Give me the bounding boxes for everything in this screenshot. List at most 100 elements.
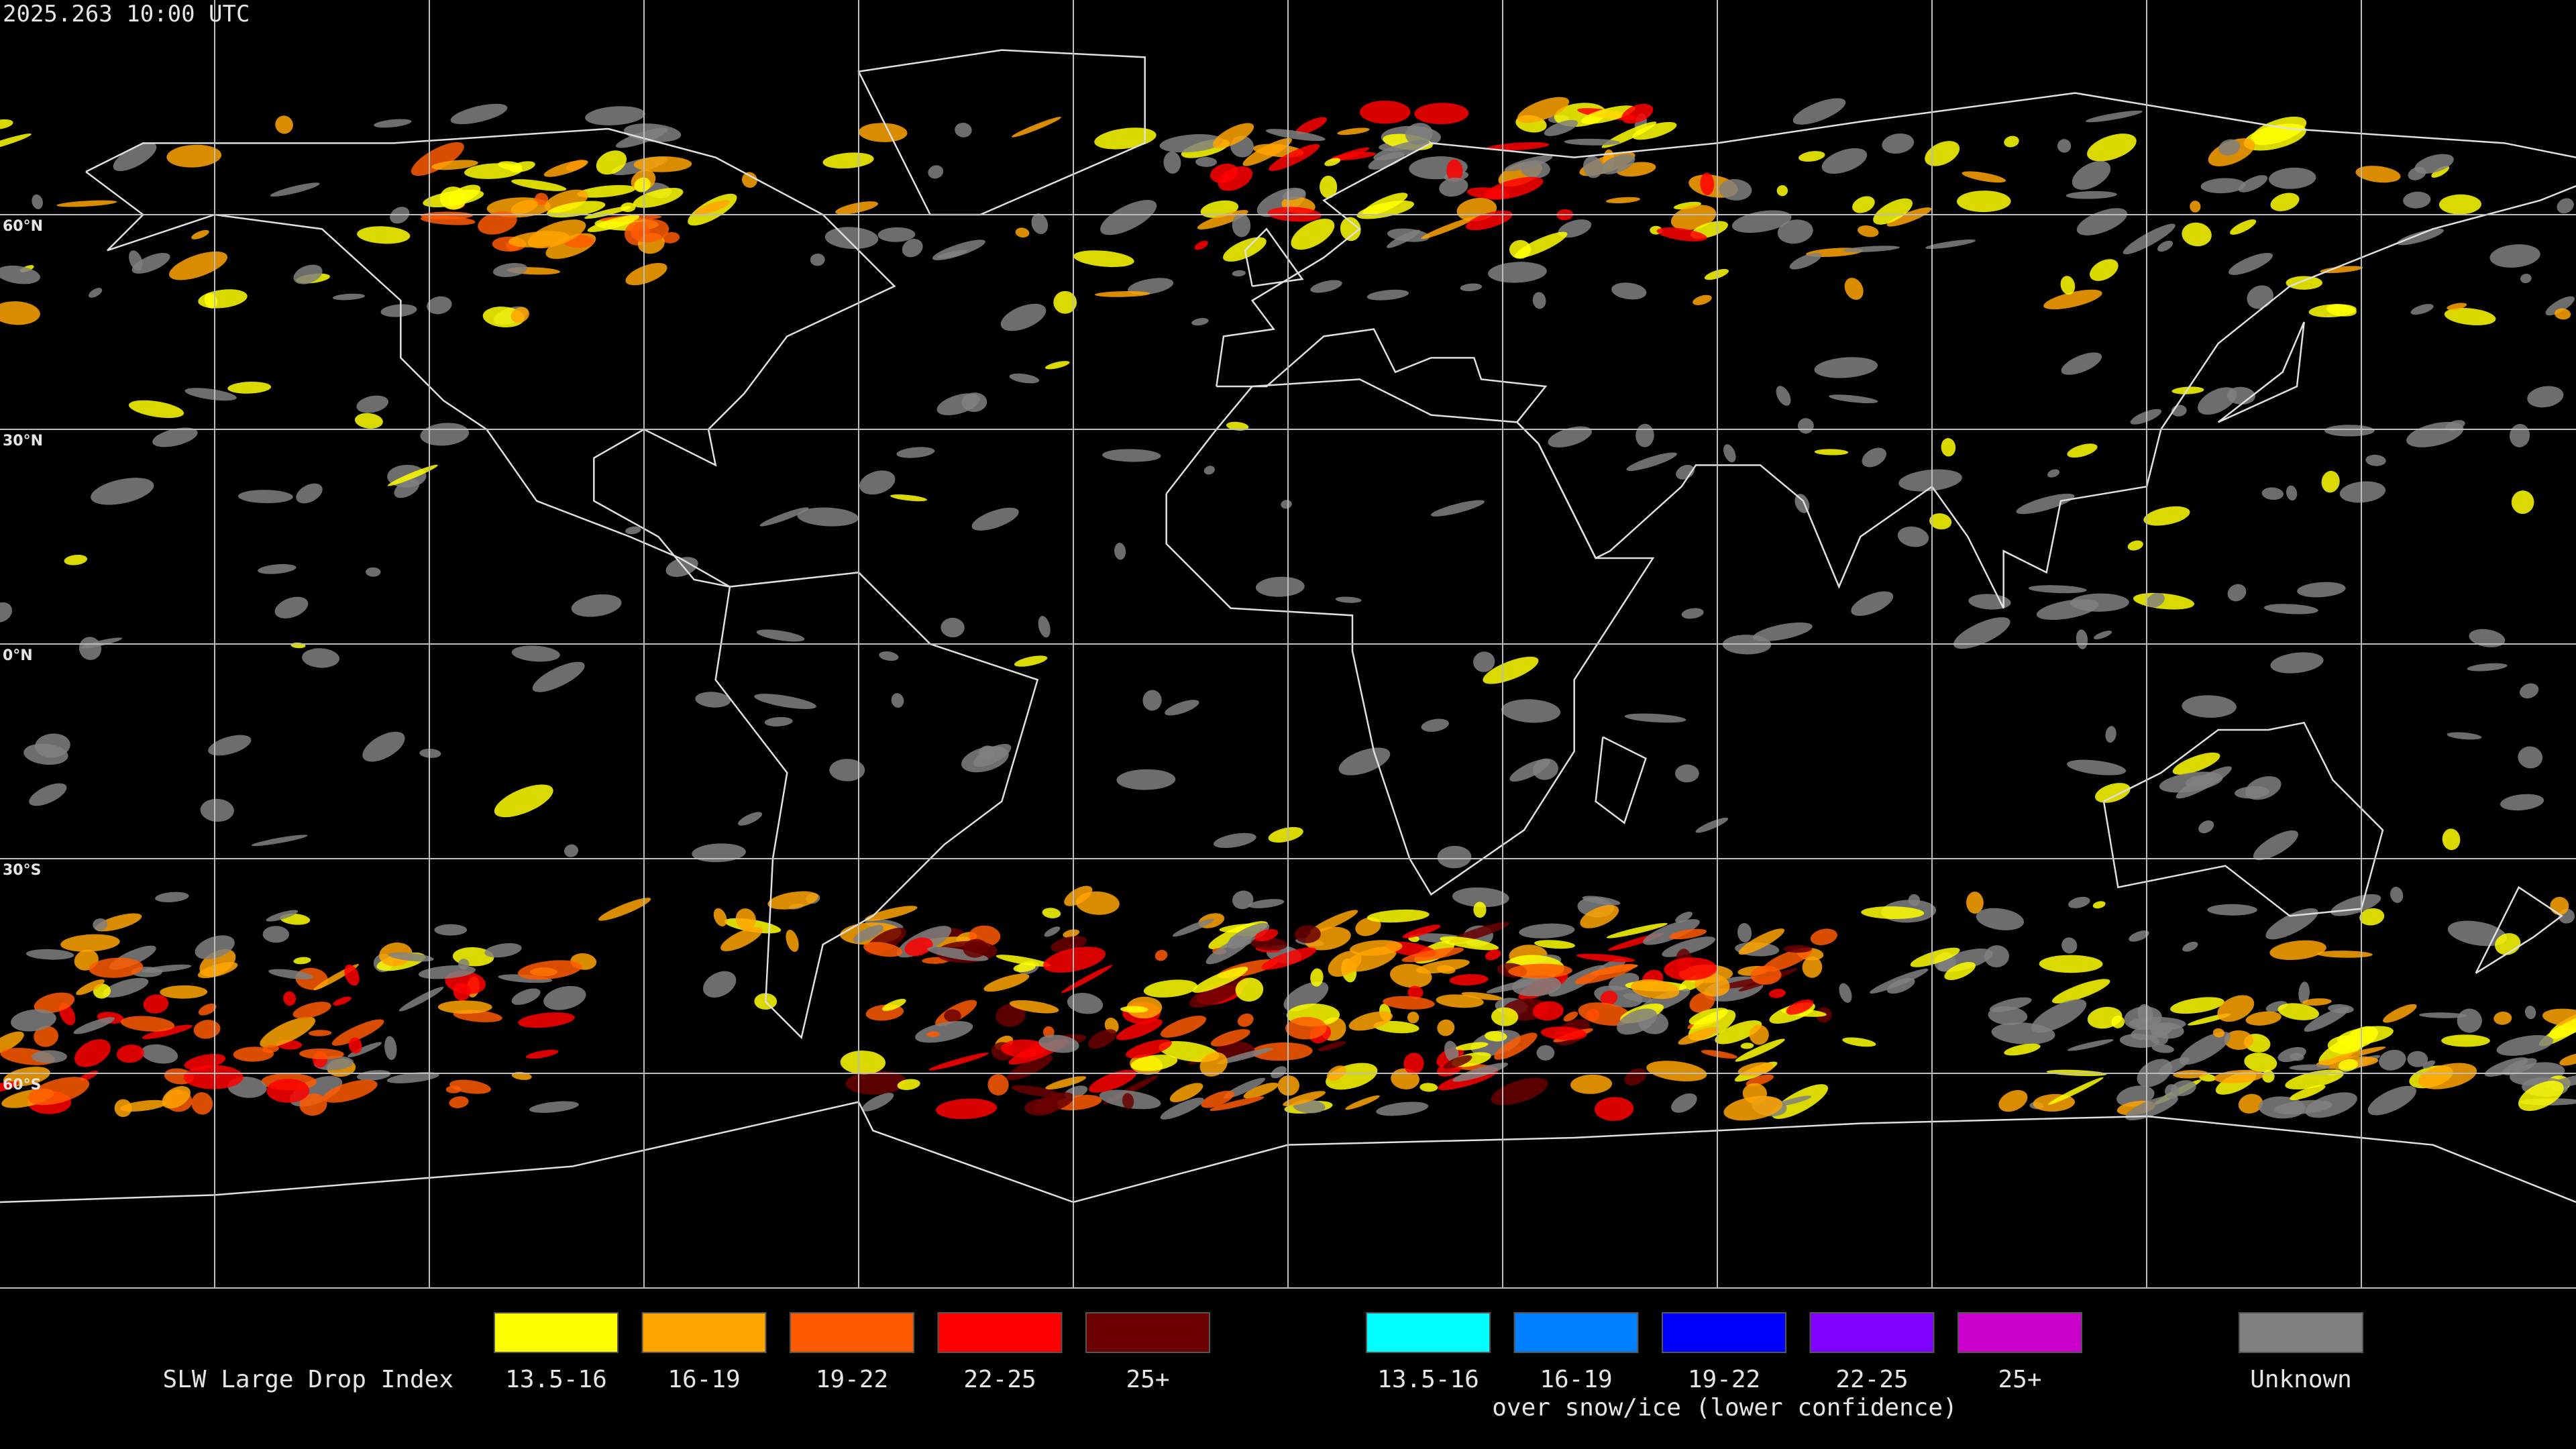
cloud-pixel xyxy=(598,898,651,921)
cloud-pixel xyxy=(2407,1051,2428,1067)
cloud-pixel xyxy=(1203,466,1215,475)
cloud-pixel xyxy=(1870,969,1929,994)
legend-title: SLW Large Drop Index xyxy=(163,1366,453,1393)
cloud-pixel xyxy=(935,1098,998,1120)
cloud-pixel xyxy=(2093,631,2112,640)
legend-swatch xyxy=(641,1312,767,1353)
cloud-pixel xyxy=(193,1020,221,1039)
cloud-pixel xyxy=(1656,227,1707,241)
cloud-pixel xyxy=(1120,1006,1148,1013)
cloud-pixel xyxy=(89,957,144,978)
cloud-pixel xyxy=(1925,239,1976,250)
cloud-pixel xyxy=(1715,1020,1762,1044)
legend-label: 25+ xyxy=(1998,1366,2041,1393)
cloud-pixel xyxy=(1014,655,1048,667)
cloud-pixel xyxy=(1024,1098,1059,1116)
cloud-pixel xyxy=(184,388,237,401)
cloud-pixel xyxy=(1740,1042,1754,1049)
cloud-pixel xyxy=(1776,1095,1812,1106)
lat-labels: 60°N 30°N 0°N 30°S 60°S xyxy=(3,218,43,1093)
cloud-pixel xyxy=(293,957,311,965)
cloud-pixel xyxy=(120,1016,175,1032)
cloud-pixel xyxy=(1376,1102,1429,1116)
cloud-pixel xyxy=(694,200,731,215)
cloud-pixel xyxy=(2500,794,2544,811)
cloud-pixel xyxy=(1063,929,1080,938)
cloud-pixel xyxy=(564,844,578,857)
cloud-pixel xyxy=(2057,139,2072,153)
cloud-pixel xyxy=(585,106,645,125)
cloud-pixel xyxy=(160,985,208,999)
cloud-pixel xyxy=(1533,758,1558,780)
cloud-pixel xyxy=(2273,1099,2332,1115)
cloud-pixel xyxy=(1882,133,1915,154)
cloud-pixel xyxy=(2265,908,2318,940)
cloud-pixel xyxy=(1324,158,1341,166)
cloud-pixel xyxy=(1673,201,1702,210)
cloud-pixel xyxy=(266,910,299,922)
cloud-pixel xyxy=(2269,167,2316,189)
cloud-pixel xyxy=(29,783,67,806)
cloud-pixel xyxy=(1053,290,1077,314)
cloud-pixel xyxy=(1862,447,1886,468)
cloud-pixel xyxy=(1223,237,1267,262)
cloud-pixel xyxy=(1338,747,1391,775)
cloud-pixel xyxy=(434,924,468,936)
cloud-pixel xyxy=(333,996,352,1006)
cloud-pixel xyxy=(1814,449,1849,455)
cloud-pixel xyxy=(332,293,366,301)
cloud-pixel xyxy=(904,937,933,957)
cloud-pixel xyxy=(1731,210,1792,233)
cloud-pixel xyxy=(518,960,582,980)
cloud-pixel xyxy=(1810,928,1837,945)
cloud-pixel xyxy=(23,743,68,765)
cloud-pixel xyxy=(703,971,737,998)
cloud-pixel xyxy=(2171,386,2204,394)
cloud-pixel xyxy=(1159,133,1223,153)
cloud-pixel xyxy=(936,250,968,259)
cloud-pixel xyxy=(1594,1097,1634,1121)
legend-swatch xyxy=(494,1312,619,1353)
cloud-pixel xyxy=(2290,1085,2326,1100)
cloud-pixel xyxy=(129,250,143,271)
cloud-pixel xyxy=(142,1024,193,1039)
cloud-pixel xyxy=(1473,651,1495,672)
cloud-pixel xyxy=(114,1099,132,1118)
cloud-pixel xyxy=(1142,690,1162,711)
cloud-pixel xyxy=(1988,1006,2028,1026)
cloud-pixel xyxy=(1430,500,1485,517)
cloud-pixel xyxy=(227,381,272,394)
cloud-pixel xyxy=(1452,1063,1509,1082)
legend-label: 19-22 xyxy=(1688,1366,1760,1393)
cloud-pixel xyxy=(928,1053,989,1071)
cloud-pixel xyxy=(891,693,904,708)
cloud-pixel xyxy=(996,955,1051,967)
cloud-pixel xyxy=(1217,1048,1273,1065)
cloud-pixel xyxy=(2137,1004,2153,1023)
cloud-pixel xyxy=(2227,584,2247,602)
cloud-pixel xyxy=(2270,193,2300,211)
cloud-pixel xyxy=(1632,121,1677,140)
legend-swatch xyxy=(1085,1312,1210,1353)
cloud-pixel xyxy=(1605,197,1640,204)
cloud-pixel xyxy=(450,103,508,125)
cloud-pixel xyxy=(1700,172,1715,196)
cloud-pixel xyxy=(198,1003,217,1016)
cloud-pixel xyxy=(166,144,222,168)
cloud-pixel xyxy=(584,206,631,219)
cloud-pixel xyxy=(1842,1037,1876,1047)
cloud-pixel xyxy=(1681,608,1704,619)
cloud-pixel xyxy=(2172,752,2220,775)
cloud-pixel xyxy=(1444,1040,1459,1063)
cloud-pixel xyxy=(1416,959,1470,974)
cloud-pixel xyxy=(1777,219,1813,244)
cloud-pixel xyxy=(2410,304,2434,315)
cloud-pixel xyxy=(2418,1012,2467,1018)
cloud-pixel xyxy=(963,938,988,958)
cloud-pixel xyxy=(0,119,13,129)
cloud-pixel xyxy=(1337,127,1370,136)
cloud-pixel xyxy=(1799,151,1825,162)
cloud-pixel xyxy=(1360,100,1411,124)
cloud-pixel xyxy=(1309,910,1358,934)
cloud-pixel xyxy=(1237,1013,1254,1027)
